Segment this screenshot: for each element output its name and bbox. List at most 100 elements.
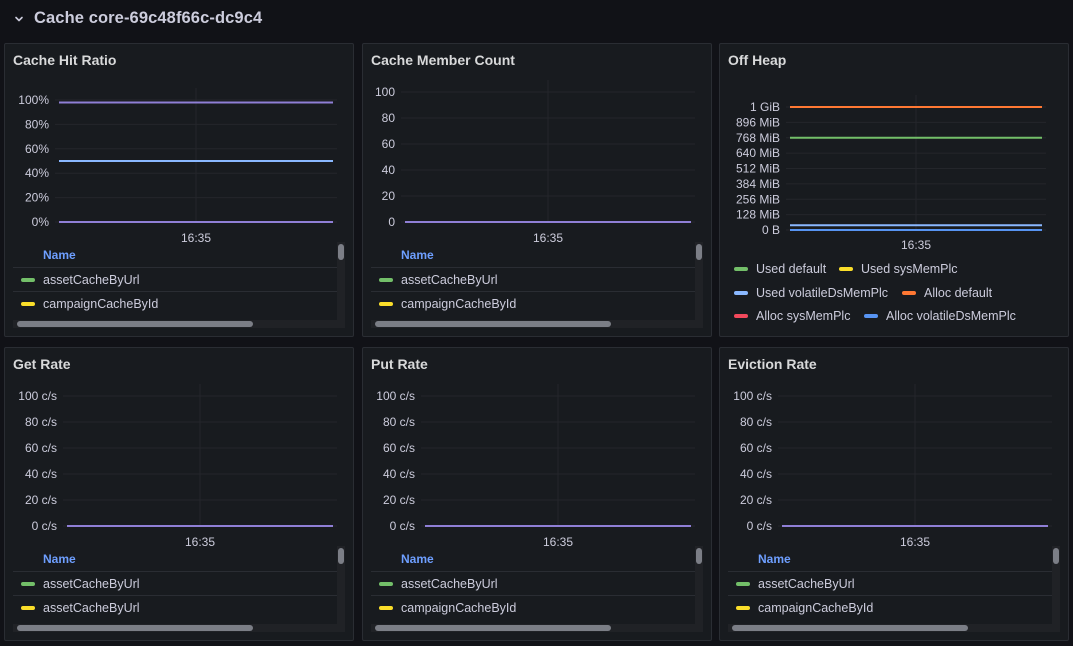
vertical-scrollbar[interactable] bbox=[337, 546, 345, 632]
legend-label: Used volatileDsMemPlc bbox=[756, 286, 888, 300]
legend-label: campaignCacheById bbox=[401, 600, 517, 615]
legend-item[interactable]: Alloc default bbox=[902, 286, 992, 300]
legend-name-header[interactable]: Name bbox=[401, 552, 434, 566]
legend-row[interactable]: assetCacheByUrl bbox=[13, 595, 337, 619]
scrollbar-thumb[interactable] bbox=[375, 321, 611, 327]
legend-label: Alloc sysMemPlc bbox=[756, 309, 851, 323]
chart-put-rate[interactable]: 0 c/s 20 c/s 40 c/s 60 c/s 80 c/s 100 c/s 16:3… bbox=[363, 348, 712, 549]
scrollbar-thumb[interactable] bbox=[375, 625, 611, 631]
x-tick-label: 16:35 bbox=[185, 535, 215, 549]
panel-cache-hit-ratio: Cache Hit Ratio 0% 20% 40% 60% 80% 100% 16:35 … bbox=[4, 43, 354, 337]
horizontal-scrollbar[interactable] bbox=[13, 624, 337, 632]
y-tick-label: 768 MiB bbox=[736, 131, 780, 145]
horizontal-scrollbar[interactable] bbox=[13, 320, 337, 328]
legend-row[interactable]: assetCacheByUrl bbox=[728, 571, 1052, 595]
y-tick-label: 0% bbox=[32, 215, 50, 229]
series-swatch bbox=[379, 301, 393, 306]
y-tick-label: 60 c/s bbox=[740, 441, 772, 455]
legend-name-header[interactable]: Name bbox=[43, 248, 76, 262]
dashboard-row-header[interactable]: Cache core-69c48f66c-dc9c4 bbox=[0, 0, 1073, 40]
y-tick-label: 40 c/s bbox=[740, 467, 772, 481]
vertical-scrollbar[interactable] bbox=[695, 242, 703, 328]
panel-put-rate: Put Rate 0 c/s 20 c/s 40 c/s 60 c/s 80 c/s 10… bbox=[362, 347, 712, 641]
scrollbar-thumb[interactable] bbox=[338, 548, 344, 564]
scrollbar-thumb[interactable] bbox=[732, 625, 968, 631]
y-tick-label: 40 c/s bbox=[25, 467, 57, 481]
horizontal-scrollbar[interactable] bbox=[371, 624, 695, 632]
panel-title[interactable]: Cache Member Count bbox=[371, 52, 515, 68]
panel-title[interactable]: Eviction Rate bbox=[728, 356, 817, 372]
y-tick-label: 0 c/s bbox=[32, 519, 57, 533]
y-tick-label: 60 c/s bbox=[383, 441, 415, 455]
panel-title[interactable]: Off Heap bbox=[728, 52, 787, 68]
legend-item[interactable]: Alloc sysMemPlc bbox=[734, 309, 850, 323]
scrollbar-thumb[interactable] bbox=[1053, 548, 1059, 564]
chart-get-rate[interactable]: 0 c/s 20 c/s 40 c/s 60 c/s 80 c/s 100 c/s 16:3… bbox=[5, 348, 354, 549]
panel-title[interactable]: Cache Hit Ratio bbox=[13, 52, 117, 68]
y-tick-label: 60 bbox=[382, 137, 396, 151]
legend-label: assetCacheByUrl bbox=[401, 576, 498, 591]
legend-name-header[interactable]: Name bbox=[43, 552, 76, 566]
legend-row[interactable]: assetCacheByUrl bbox=[371, 571, 695, 595]
legend-label: assetCacheByUrl bbox=[43, 600, 140, 615]
y-tick-label: 100% bbox=[18, 93, 49, 107]
y-tick-label: 0 c/s bbox=[747, 519, 772, 533]
chart-eviction-rate[interactable]: 0 c/s 20 c/s 40 c/s 60 c/s 80 c/s 100 c/s 16:3… bbox=[720, 348, 1069, 549]
legend-name-header[interactable]: Name bbox=[758, 552, 791, 566]
y-tick-label: 1 GiB bbox=[750, 100, 780, 114]
legend-item[interactable]: Used volatileDsMemPlc bbox=[734, 286, 888, 300]
scrollbar-thumb[interactable] bbox=[696, 244, 702, 260]
scrollbar-thumb[interactable] bbox=[17, 625, 253, 631]
scrollbar-thumb[interactable] bbox=[17, 321, 253, 327]
chart-cache-hit-ratio[interactable]: 0% 20% 40% 60% 80% 100% 16:35 bbox=[5, 44, 354, 245]
horizontal-scrollbar[interactable] bbox=[728, 624, 1052, 632]
row-title[interactable]: Cache core-69c48f66c-dc9c4 bbox=[34, 9, 263, 27]
legend-label: assetCacheByUrl bbox=[401, 272, 498, 287]
chart-cache-member-count[interactable]: 0 20 40 60 80 100 16:35 bbox=[363, 44, 712, 245]
series-swatch bbox=[734, 291, 748, 295]
y-tick-label: 128 MiB bbox=[736, 208, 780, 222]
legend-item[interactable]: Used sysMemPlc bbox=[839, 262, 958, 276]
panel-title[interactable]: Put Rate bbox=[371, 356, 428, 372]
series-swatch bbox=[21, 277, 35, 282]
legend-row[interactable]: assetCacheByUrl bbox=[13, 267, 337, 291]
x-tick-label: 16:35 bbox=[533, 231, 563, 245]
vertical-scrollbar[interactable] bbox=[1052, 546, 1060, 632]
legend-item[interactable]: Used default bbox=[734, 262, 826, 276]
chevron-down-icon[interactable] bbox=[12, 12, 26, 26]
legend-label: campaignCacheById bbox=[43, 296, 159, 311]
vertical-scrollbar[interactable] bbox=[337, 242, 345, 328]
y-tick-label: 80 c/s bbox=[383, 415, 415, 429]
y-tick-label: 384 MiB bbox=[736, 177, 780, 191]
x-tick-label: 16:35 bbox=[900, 535, 930, 549]
legend-row[interactable]: campaignCacheById bbox=[13, 291, 337, 315]
y-tick-label: 20 c/s bbox=[383, 493, 415, 507]
vertical-scrollbar[interactable] bbox=[695, 546, 703, 632]
legend-row[interactable]: campaignCacheById bbox=[728, 595, 1052, 619]
series-swatch bbox=[902, 291, 916, 295]
scrollbar-thumb[interactable] bbox=[696, 548, 702, 564]
scrollbar-thumb[interactable] bbox=[338, 244, 344, 260]
legend-row[interactable]: assetCacheByUrl bbox=[371, 267, 695, 291]
series-swatch bbox=[379, 605, 393, 610]
y-tick-label: 100 bbox=[375, 85, 395, 99]
y-tick-label: 60 c/s bbox=[25, 441, 57, 455]
legend-row[interactable]: campaignCacheById bbox=[371, 595, 695, 619]
y-tick-label: 640 MiB bbox=[736, 146, 780, 160]
legend-label: assetCacheByUrl bbox=[758, 576, 855, 591]
horizontal-scrollbar[interactable] bbox=[371, 320, 695, 328]
legend-row[interactable]: assetCacheByUrl bbox=[13, 571, 337, 595]
legend-name-header[interactable]: Name bbox=[401, 248, 434, 262]
legend-label: Used sysMemPlc bbox=[861, 262, 958, 276]
legend-row[interactable]: campaignCacheById bbox=[371, 291, 695, 315]
panel-title[interactable]: Get Rate bbox=[13, 356, 71, 372]
y-tick-label: 512 MiB bbox=[736, 162, 780, 176]
legend-item[interactable]: Alloc volatileDsMemPlc bbox=[864, 309, 1016, 323]
series-swatch bbox=[864, 314, 878, 318]
y-tick-label: 100 c/s bbox=[376, 389, 415, 403]
y-tick-label: 896 MiB bbox=[736, 115, 780, 129]
y-tick-label: 40 bbox=[382, 163, 396, 177]
x-tick-label: 16:35 bbox=[901, 238, 931, 252]
y-tick-label: 256 MiB bbox=[736, 192, 780, 206]
